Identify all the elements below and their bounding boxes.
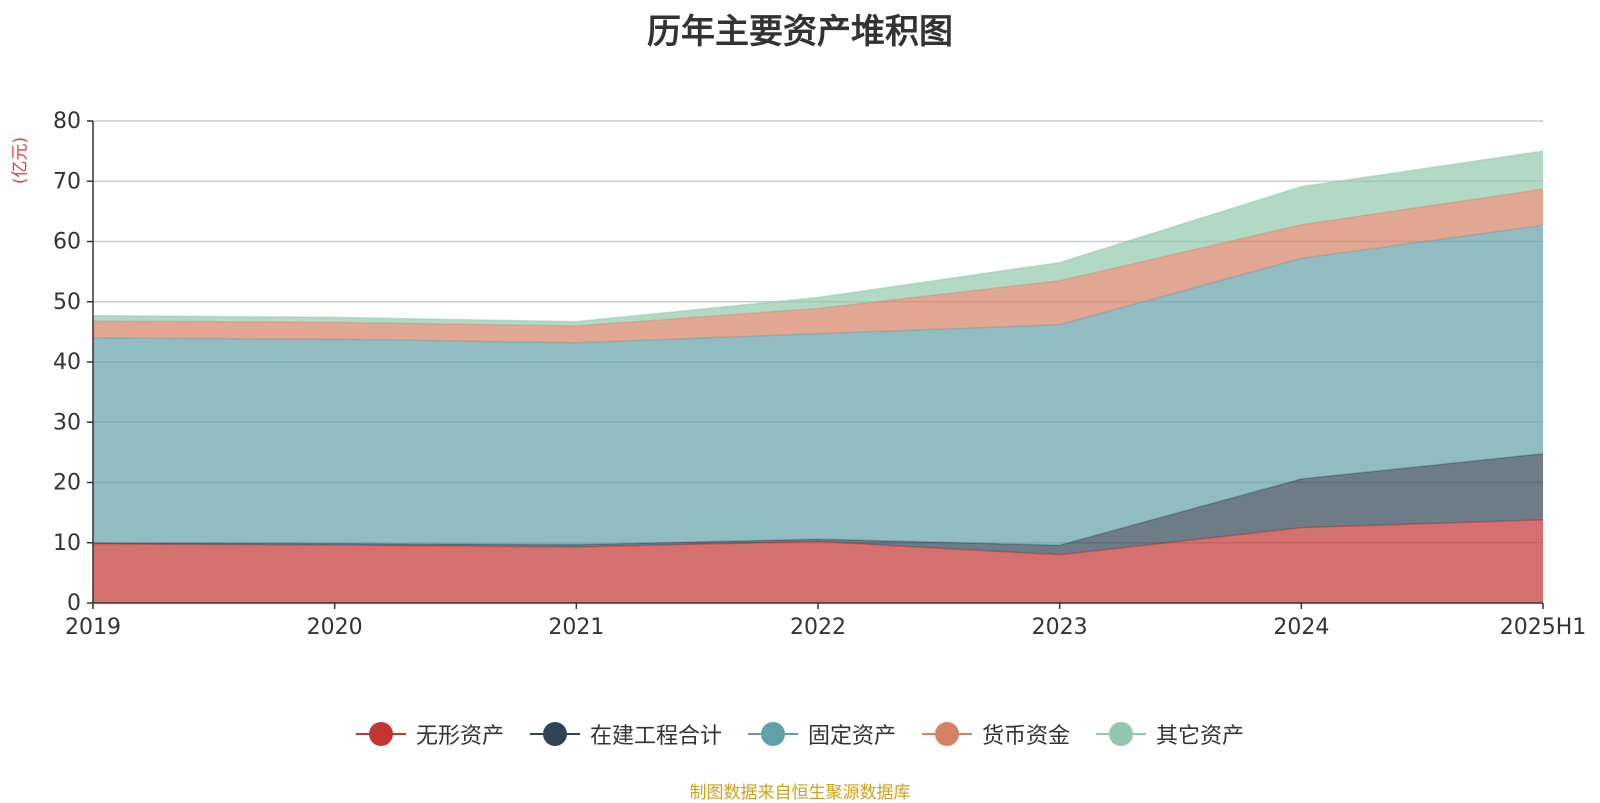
series-line-5 xyxy=(92,150,1544,323)
y-tick-label: 40 xyxy=(53,350,81,375)
x-tick-label: 2020 xyxy=(307,615,363,640)
source-note: 制图数据来自恒生聚源数据库 xyxy=(689,783,911,803)
data-point xyxy=(575,321,577,323)
legend-label: 其它资产 xyxy=(1156,724,1245,749)
legend-item-4[interactable]: 货币资金 xyxy=(922,718,1070,750)
legend-marker-icon xyxy=(922,721,972,747)
legend-label: 固定资产 xyxy=(807,724,896,749)
legend-marker-icon xyxy=(747,721,798,747)
data-point xyxy=(1542,150,1544,152)
x-tick-label: 2025H1 xyxy=(1500,615,1587,640)
y-tick-label: 10 xyxy=(53,531,81,556)
legend-item-1[interactable]: 无形资产 xyxy=(355,718,504,750)
legend-marker-icon xyxy=(1096,721,1147,747)
y-tick-label: 70 xyxy=(53,169,81,194)
x-tick-label: 2019 xyxy=(65,615,121,640)
x-tick-label: 2021 xyxy=(548,615,604,640)
stacked-area-chart: 0 10 20 30 40 50 60 70 80 2019 2020 2021 2022 2023 202… xyxy=(53,109,1587,640)
y-tick-label: 60 xyxy=(53,230,81,255)
x-tick-label: 2024 xyxy=(1273,615,1329,640)
area-series-1 xyxy=(93,519,1543,603)
legend-label: 货币资金 xyxy=(982,724,1071,749)
x-tick-label: 2023 xyxy=(1032,615,1088,640)
y-tick-label: 30 xyxy=(53,410,81,435)
legend-marker-icon xyxy=(355,721,406,747)
y-tick-label: 20 xyxy=(53,471,81,496)
y-tick-label: 0 xyxy=(67,591,81,616)
chart-legend: 无形资产 在建工程合计 固定资产 货币资金 其它资产 xyxy=(0,718,1600,750)
legend-marker-icon xyxy=(529,721,580,747)
data-point xyxy=(1300,186,1302,188)
area-series-4 xyxy=(93,189,1543,343)
area-series-3 xyxy=(93,225,1543,546)
data-point xyxy=(1059,262,1061,264)
x-tick-label: 2022 xyxy=(790,615,846,640)
legend-label: 在建工程合计 xyxy=(589,724,722,749)
data-point xyxy=(334,316,336,318)
y-tick-label: 50 xyxy=(53,290,81,315)
legend-item-2[interactable]: 在建工程合计 xyxy=(529,718,722,750)
chart-title: 历年主要资产堆积图 xyxy=(647,12,953,52)
area-series-2 xyxy=(93,453,1543,555)
data-point xyxy=(817,297,819,299)
y-tick-label: 80 xyxy=(53,109,81,134)
legend-item-5[interactable]: 其它资产 xyxy=(1096,718,1244,750)
legend-label: 无形资产 xyxy=(415,724,504,749)
legend-item-3[interactable]: 固定资产 xyxy=(747,718,896,750)
